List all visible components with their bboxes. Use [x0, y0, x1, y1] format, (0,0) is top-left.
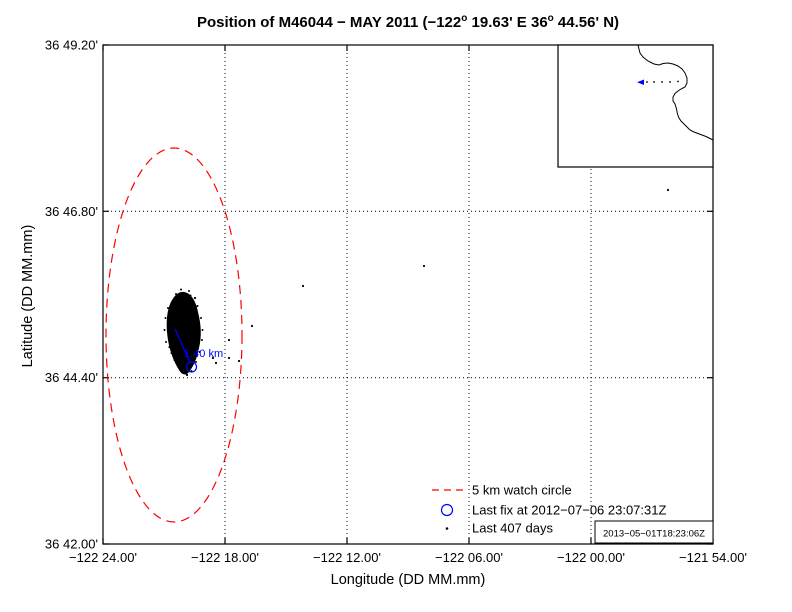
title-text: 44.56' N): [553, 14, 620, 31]
y-tick-label: 36 44.40': [45, 370, 98, 385]
x-tick-label: −121 54.00': [679, 550, 747, 565]
grid: [103, 45, 713, 544]
legend: 5 km watch circle Last fix at 2012−07−06…: [432, 483, 666, 536]
coastline: [637, 44, 714, 141]
y-tick-label: 36 46.80': [45, 204, 98, 219]
degree-superscript: o: [547, 13, 554, 24]
y-tick-label: 36 42.00': [45, 537, 98, 552]
plot-area: [102, 44, 714, 545]
stamp-box: 2013−05−01T18:23:06Z: [594, 520, 714, 544]
x-axis-label: Longitude (DD MM.mm): [330, 572, 486, 588]
x-tick-label: −122 06.00': [435, 550, 503, 565]
x-tick-labels: −122 24.00' −122 18.00' −122 12.00' −122…: [69, 550, 747, 565]
legend-item-last-fix: Last fix at 2012−07−06 23:07:31Z: [472, 503, 666, 518]
axis-ticks: [102, 44, 714, 545]
watch-circle-ellipse: [105, 147, 243, 523]
x-tick-label: −122 12.00': [313, 550, 381, 565]
x-tick-label: −122 24.00': [69, 550, 137, 565]
y-tick-labels: 36 49.20' 36 46.80' 36 44.40' 36 42.00': [45, 38, 98, 552]
x-tick-label: −122 18.00': [191, 550, 259, 565]
legend-item-last-days: Last 407 days: [472, 521, 553, 536]
title-text: Position of M46044 − MAY 2011 (−122: [196, 14, 462, 31]
y-axis-label: Latitude (DD MM.mm): [20, 224, 36, 368]
degree-superscript: o: [461, 13, 468, 24]
legend-item-watch-circle: 5 km watch circle: [472, 483, 572, 498]
legend-days-sample: [445, 527, 449, 530]
inset-buoy-marker: [637, 79, 644, 85]
chart-title: Position of M46044 − MAY 2011 (−122o 19.…: [103, 13, 713, 31]
x-tick-label: −122 00.00': [557, 550, 625, 565]
stray-fix-dots: [211, 188, 670, 365]
inset-track-dots: [646, 80, 679, 83]
legend-last-fix-sample: [440, 503, 454, 517]
last-fix-marker: [185, 361, 198, 373]
distance-line: [174, 328, 191, 364]
inset-map: [557, 44, 714, 168]
stamp-text: 2013−05−01T18:23:06Z: [603, 529, 705, 540]
y-tick-label: 36 49.20': [45, 38, 98, 53]
title-text: 19.63' E 36: [467, 14, 548, 31]
fix-cluster: [163, 288, 204, 377]
distance-label: 1.40 km: [184, 348, 223, 360]
